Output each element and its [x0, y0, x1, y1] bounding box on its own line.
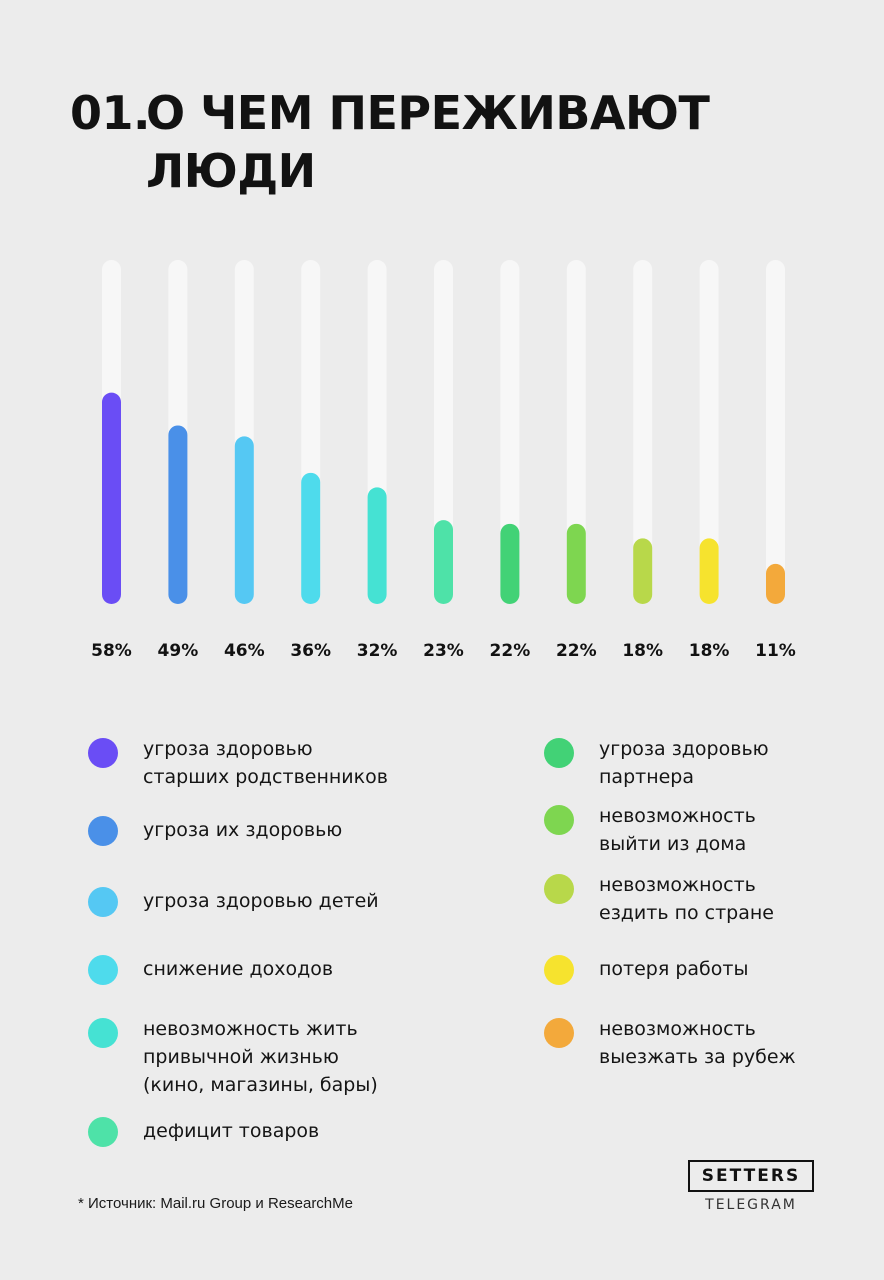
legend-label: угроза здоровью партнера	[599, 738, 769, 788]
legend-item: невозможность выезжать за рубеж	[544, 1015, 796, 1071]
bar-value-label-7: 22%	[556, 641, 597, 661]
legend-color-dot	[544, 1018, 574, 1048]
bar-chart: 58% 49% 46% 36% 32% 23% 22% 22% 18% 18% 11%	[91, 260, 796, 661]
legend-color-dot	[88, 1117, 118, 1147]
legend-color-dot	[88, 955, 118, 985]
legend-label: угроза их здоровью	[143, 819, 343, 841]
bar-7	[566, 523, 586, 604]
legend-color-dot	[544, 955, 574, 985]
legend-color-dot	[88, 887, 118, 917]
legend-item: невозможность ездить по стране	[544, 871, 774, 927]
bar-4	[367, 487, 387, 604]
legend-item: угроза здоровью партнера	[544, 735, 769, 791]
bar-value-label-6: 22%	[490, 641, 531, 661]
legend-color-dot	[88, 1018, 118, 1048]
legend-color-dot	[544, 874, 574, 904]
bar-track-6	[500, 260, 520, 604]
legend-item: дефицит товаров	[88, 1117, 319, 1147]
bar-value-label-0: 58%	[91, 641, 132, 661]
legend-item: угроза здоровью старших родственников	[88, 735, 388, 791]
legend-label: невозможность жить привычной жизнью (кин…	[143, 1018, 378, 1096]
bar-value-label-5: 23%	[423, 641, 464, 661]
legend-item: невозможность жить привычной жизнью (кин…	[88, 1015, 378, 1099]
brand-subtitle: TELEGRAM	[705, 1197, 797, 1213]
brand-name: SETTERS	[688, 1160, 814, 1192]
bar-0	[102, 392, 121, 604]
legend-label: дефицит товаров	[143, 1120, 320, 1142]
legend-label: снижение доходов	[143, 958, 334, 980]
title-number: 01.	[70, 86, 151, 140]
bar-value-label-10: 11%	[755, 641, 796, 661]
legend-item: потеря работы	[544, 955, 748, 985]
bar-value-label-4: 32%	[357, 641, 398, 661]
bar-8	[633, 538, 653, 604]
bar-6	[500, 523, 520, 604]
source-footnote: * Источник: Mail.ru Group и ResearchMe	[78, 1195, 353, 1212]
legend-item: снижение доходов	[88, 955, 333, 985]
bar-track-5	[434, 260, 453, 604]
legend-label: угроза здоровью старших родственников	[143, 738, 388, 788]
legend-color-dot	[544, 738, 574, 768]
legend-label: невозможность ездить по стране	[599, 874, 774, 924]
bar-track-8	[633, 260, 653, 604]
legend-label: потеря работы	[599, 958, 749, 980]
legend-item: угроза здоровью детей	[88, 887, 379, 917]
bar-5	[434, 520, 453, 604]
title-line-1: О ЧЕМ ПЕРЕЖИВАЮТ	[146, 86, 710, 140]
bar-track-10	[766, 260, 785, 604]
bar-3	[301, 472, 321, 604]
legend-color-dot	[88, 816, 118, 846]
bar-value-label-9: 18%	[689, 641, 730, 661]
legend-label: невозможность выйти из дома	[599, 805, 756, 855]
bar-2	[234, 436, 254, 604]
bar-value-label-2: 46%	[224, 641, 265, 661]
bar-value-label-3: 36%	[290, 641, 331, 661]
bar-track-7	[566, 260, 586, 604]
legend-label: угроза здоровью детей	[143, 890, 379, 912]
bar-value-label-1: 49%	[158, 641, 199, 661]
legend-item: невозможность выйти из дома	[544, 802, 756, 858]
legend-color-dot	[88, 738, 118, 768]
bar-track-9	[699, 260, 719, 604]
setters-logo: SETTERS TELEGRAM	[688, 1160, 814, 1213]
legend-color-dot	[544, 805, 574, 835]
bar-10	[766, 563, 785, 604]
legend-item: угроза их здоровью	[88, 816, 342, 846]
page-title: 01.О ЧЕМ ПЕРЕЖИВАЮТ ЛЮДИ	[70, 84, 710, 200]
bar-value-label-8: 18%	[622, 641, 663, 661]
bar-9	[699, 538, 719, 604]
bar-1	[168, 425, 188, 604]
title-line-2: ЛЮДИ	[146, 144, 316, 198]
legend-label: невозможность выезжать за рубеж	[599, 1018, 796, 1068]
